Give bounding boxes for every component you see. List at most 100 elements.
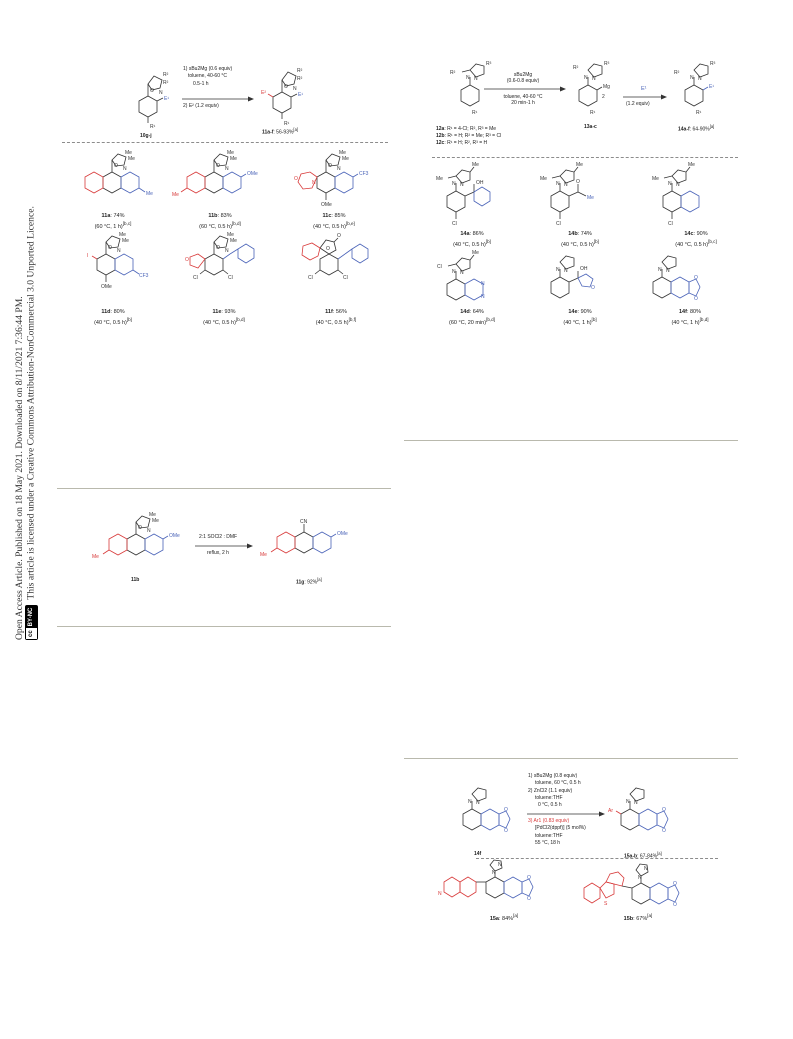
cc-badge-label: cc xyxy=(26,628,37,639)
svg-text:Cl: Cl xyxy=(228,275,233,281)
scheme-b-arrow-1 xyxy=(484,86,566,92)
svg-text:CF3: CF3 xyxy=(139,273,149,279)
scheme-b-electrophile-equiv: (1.2 equiv) xyxy=(626,101,650,107)
svg-text:N: N xyxy=(225,166,229,172)
license-sidebar: Open Access Article. Published on 18 May… xyxy=(14,0,42,640)
svg-text:Mg: Mg xyxy=(603,84,610,90)
svg-text:Me: Me xyxy=(172,192,179,198)
svg-text:R³: R³ xyxy=(710,61,716,67)
svg-text:Me: Me xyxy=(146,191,153,197)
license-line-2[interactable]: This article is licensed under a Creativ… xyxy=(25,206,37,600)
substrate-12a: 12a: R¹ = 4-Cl; R², R³ = Me xyxy=(436,126,497,132)
compound-11g-structure: CN Me OMe xyxy=(260,519,348,558)
svg-text:O: O xyxy=(662,807,666,813)
svg-text:OMe: OMe xyxy=(169,533,180,539)
svg-text:O: O xyxy=(337,233,341,239)
scheme-d-conditions-steps-1-2: 1) sBu2Mg (0.8 equiv) toluene, 60 °C, 0.… xyxy=(528,773,581,809)
scheme-c-arrow xyxy=(195,543,253,549)
compound-14e-caption: 14e: 90% (40 °C, 1 h)[b] xyxy=(563,309,597,326)
svg-text:R²: R² xyxy=(163,72,169,78)
svg-text:R¹: R¹ xyxy=(696,110,702,116)
svg-text:Ar: Ar xyxy=(608,808,613,814)
product-15-yield: 15a-b: 67-84%[a] xyxy=(624,851,662,860)
cc-by-nc-badge[interactable]: ccBY-NC xyxy=(25,604,38,640)
svg-text:CN: CN xyxy=(300,519,308,525)
scheme-c-substrate-label: 11b xyxy=(131,577,140,583)
compound-14f-caption: 14f: 80% (40 °C, 1 h)[b,d] xyxy=(671,309,709,326)
svg-text:N: N xyxy=(452,269,456,275)
substrates-12-list: 12a: R¹ = 4-Cl; R², R³ = Me 12b: R¹ = H;… xyxy=(436,126,501,148)
svg-text:N: N xyxy=(498,862,502,868)
svg-text:N: N xyxy=(159,90,163,96)
svg-text:Me: Me xyxy=(576,162,583,168)
svg-text:R¹: R¹ xyxy=(284,121,290,127)
svg-text:Cl: Cl xyxy=(343,275,348,281)
product-11a-f-yield: 11a-f: 56-93%[a] xyxy=(262,127,299,136)
svg-text:O: O xyxy=(114,163,118,169)
svg-text:O: O xyxy=(185,257,189,263)
svg-text:N: N xyxy=(438,891,442,897)
svg-text:N: N xyxy=(460,182,464,188)
svg-text:Me: Me xyxy=(688,162,695,168)
svg-text:N: N xyxy=(466,75,470,81)
svg-text:R²: R² xyxy=(163,80,169,86)
svg-text:O: O xyxy=(673,902,677,908)
compound-11b-caption: 11b: 83% (60 °C, 0.5 h)[b,d] xyxy=(199,213,241,230)
svg-text:R³: R³ xyxy=(486,61,492,67)
scheme-c-top-rule xyxy=(57,488,391,489)
svg-text:CF3: CF3 xyxy=(359,171,369,177)
svg-text:N: N xyxy=(481,294,485,300)
compound-11d-caption: 11d: 80% (40 °C, 0.5 h)[b] xyxy=(94,309,132,326)
svg-text:N: N xyxy=(592,76,596,82)
compound-14a-caption: 14a: 86% (40 °C, 0.5 h)[b] xyxy=(453,231,491,248)
svg-text:N: N xyxy=(698,76,702,82)
svg-text:N: N xyxy=(638,875,642,881)
svg-text:O: O xyxy=(527,875,531,881)
scheme-b-arrow-2 xyxy=(623,94,667,100)
svg-text:Cl: Cl xyxy=(193,275,198,281)
svg-text:Me: Me xyxy=(152,518,159,524)
svg-text:N: N xyxy=(564,182,568,188)
svg-text:O: O xyxy=(662,828,666,834)
scheme-a-conditions: 1) sBu2Mg (0.6 equiv) toluene, 40-60 °C … xyxy=(183,66,233,87)
svg-text:O: O xyxy=(216,245,220,251)
svg-text:Cl: Cl xyxy=(668,221,673,227)
svg-text:OMe: OMe xyxy=(337,531,348,537)
svg-text:R¹: R¹ xyxy=(150,124,156,130)
svg-text:N: N xyxy=(147,528,151,534)
svg-text:O: O xyxy=(284,84,288,90)
intermediate-13-label: 13a-c xyxy=(584,124,597,130)
svg-text:N: N xyxy=(690,75,694,81)
svg-text:N: N xyxy=(644,866,648,872)
svg-text:N: N xyxy=(666,268,670,274)
scheme-c-reagent: 2:1 SOCl2 : DMF xyxy=(199,534,238,540)
svg-text:Me: Me xyxy=(472,162,479,168)
svg-text:O: O xyxy=(294,176,298,182)
svg-text:N: N xyxy=(117,248,121,254)
svg-text:O: O xyxy=(504,828,508,834)
svg-text:R²: R² xyxy=(674,70,680,76)
svg-text:O: O xyxy=(694,296,698,302)
svg-text:OH: OH xyxy=(580,266,588,272)
scheme-d-top-rule xyxy=(404,758,738,759)
scheme-a-arrow xyxy=(182,96,254,102)
svg-text:Me: Me xyxy=(339,150,346,156)
svg-text:N: N xyxy=(476,800,480,806)
compound-11f-structure: O O Cl Cl xyxy=(301,233,369,281)
compound-15b-caption: 15b: 67%[a] xyxy=(623,913,653,922)
svg-text:R¹: R¹ xyxy=(472,110,478,116)
svg-text:Me: Me xyxy=(92,554,99,560)
svg-text:Me: Me xyxy=(436,176,443,182)
svg-text:N: N xyxy=(492,870,496,876)
svg-text:O: O xyxy=(150,88,154,94)
scheme-b-divider xyxy=(432,157,738,158)
svg-text:O: O xyxy=(591,285,595,291)
compound-14b-caption: 14b: 74% (40 °C, 0.5 h)[b] xyxy=(561,231,599,248)
svg-text:Cl: Cl xyxy=(308,275,313,281)
